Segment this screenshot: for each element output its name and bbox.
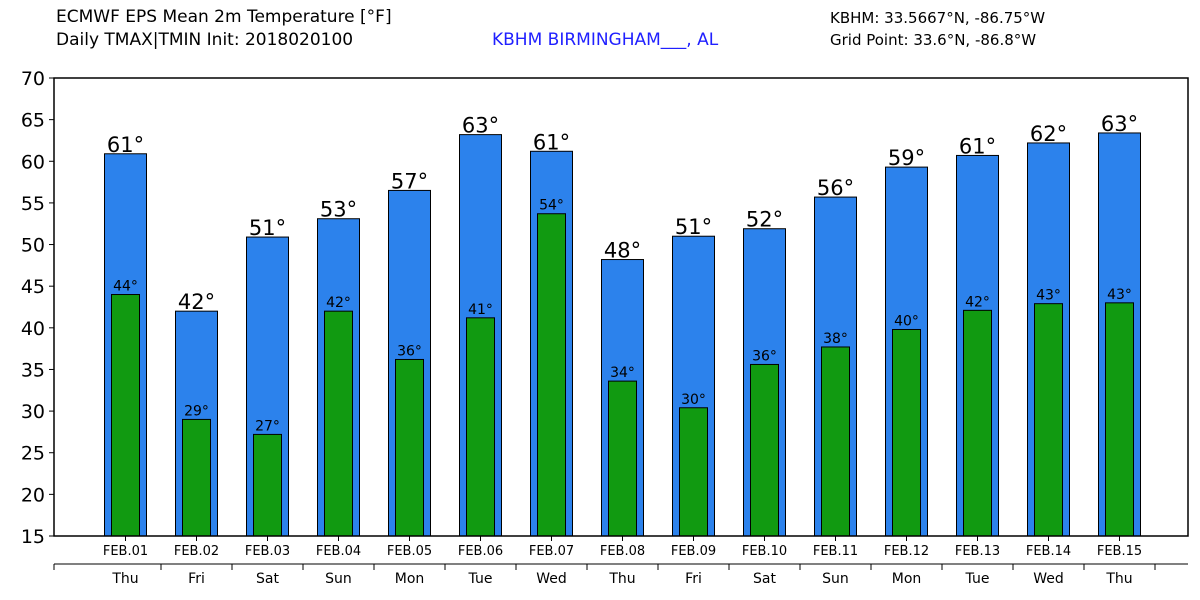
- day-label: Mon: [395, 571, 425, 587]
- tmax-label: 51°: [249, 216, 286, 240]
- tmin-bar: [963, 309, 992, 537]
- x-tick-label: FEB.11: [813, 544, 858, 559]
- x-tick-label: FEB.09: [671, 544, 716, 559]
- y-tick-label: 45: [21, 276, 45, 298]
- station-label: KBHM BIRMINGHAM___, AL: [492, 30, 719, 50]
- tmin-bar: [608, 380, 637, 537]
- x-tick-label: FEB.06: [458, 544, 503, 559]
- x-tick-label: FEB.10: [742, 544, 787, 559]
- tmin-bar: [537, 213, 566, 537]
- tmin-label: 44°: [113, 279, 138, 295]
- x-tick-label: FEB.08: [600, 544, 645, 559]
- tmin-bar: [466, 317, 495, 537]
- day-label: Sat: [753, 571, 776, 587]
- y-tick-label: 50: [21, 235, 45, 257]
- tmin-bar: [253, 433, 282, 537]
- day-label: Fri: [188, 571, 205, 587]
- y-tick-label: 30: [21, 401, 45, 423]
- tmin-bar: [395, 358, 424, 537]
- chart-subtitle: Daily TMAX|TMIN Init: 2018020100: [56, 30, 354, 50]
- day-label: Tue: [965, 571, 990, 587]
- tmax-label: 52°: [746, 208, 783, 232]
- y-tick-label: 15: [21, 526, 45, 548]
- tmax-label: 48°: [604, 239, 641, 263]
- day-label: Sat: [256, 571, 279, 587]
- x-tick-label: FEB.13: [955, 544, 1000, 559]
- day-label: Mon: [892, 571, 922, 587]
- tmax-label: 53°: [320, 198, 357, 222]
- x-tick-label: FEB.04: [316, 544, 361, 559]
- tmin-bar: [1105, 302, 1134, 537]
- x-tick-label: FEB.07: [529, 544, 574, 559]
- y-tick-label: 70: [21, 68, 45, 90]
- day-label: Thu: [1105, 571, 1132, 587]
- y-tick-label: 20: [21, 484, 45, 506]
- tmin-label: 42°: [326, 295, 351, 311]
- y-tick-label: 55: [21, 193, 45, 215]
- plot-frame: [53, 77, 1189, 537]
- day-label: Thu: [111, 571, 138, 587]
- grid-point-coordinates: Grid Point: 33.6°N, -86.8°W: [830, 31, 1037, 49]
- day-label: Sun: [325, 571, 352, 587]
- day-label: Fri: [685, 571, 702, 587]
- tmin-label: 36°: [397, 343, 422, 359]
- tmax-label: 57°: [391, 169, 428, 193]
- x-tick-label: FEB.15: [1097, 544, 1142, 559]
- tmin-label: 29°: [184, 403, 209, 419]
- tmin-label: 43°: [1107, 287, 1132, 303]
- tmax-label: 42°: [178, 290, 215, 314]
- y-tick-label: 60: [21, 151, 45, 173]
- tmin-label: 42°: [965, 294, 990, 310]
- x-axis: FEB.01 Thu FEB.02 Fri FEB.03 Sat FEB.04 Sun FEB.…: [53, 536, 1188, 587]
- tmin-label: 30°: [681, 392, 706, 408]
- bars-layer: 61° 44° 42° 29° 51° 27° 53° 42° 57° 36° 63° 41° 61° 5…: [104, 112, 1141, 537]
- tmax-label: 59°: [888, 146, 925, 170]
- tmin-label: 36°: [752, 348, 777, 364]
- tmax-label: 61°: [959, 134, 996, 158]
- tmin-bar: [679, 407, 708, 537]
- tmin-label: 43°: [1036, 288, 1061, 304]
- tmin-label: 34°: [610, 365, 635, 381]
- x-tick-label: FEB.01: [103, 544, 148, 559]
- day-label: Tue: [468, 571, 493, 587]
- tmin-label: 54°: [539, 198, 564, 214]
- tmax-label: 63°: [1101, 112, 1138, 136]
- tmin-label: 38°: [823, 331, 848, 347]
- tmin-bar: [111, 294, 140, 537]
- tmax-label: 63°: [462, 114, 499, 138]
- day-label: Wed: [1033, 571, 1064, 587]
- tmax-label: 61°: [533, 130, 570, 154]
- tmin-bar: [750, 363, 779, 537]
- y-axis: 15 20 25 30 35 40 45 50 55 60 65 70: [21, 68, 54, 548]
- chart-title: ECMWF EPS Mean 2m Temperature [°F]: [56, 7, 392, 27]
- tmin-bar: [892, 328, 921, 537]
- tmin-bar: [1034, 303, 1063, 537]
- day-label: Wed: [536, 571, 567, 587]
- tmax-label: 56°: [817, 176, 854, 200]
- day-label: Sun: [822, 571, 849, 587]
- tmin-label: 27°: [255, 418, 280, 434]
- x-tick-label: FEB.12: [884, 544, 929, 559]
- y-tick-label: 25: [21, 443, 45, 465]
- tmin-label: 40°: [894, 313, 919, 329]
- tmax-label: 62°: [1030, 122, 1067, 146]
- y-tick-label: 35: [21, 359, 45, 381]
- day-label: Thu: [608, 571, 635, 587]
- tmin-bar: [821, 346, 850, 537]
- x-tick-label: FEB.05: [387, 544, 432, 559]
- x-tick-label: FEB.03: [245, 544, 290, 559]
- y-tick-label: 40: [21, 318, 45, 340]
- tmax-label: 51°: [675, 215, 712, 239]
- x-tick-label: FEB.14: [1026, 544, 1071, 559]
- tmin-bar: [324, 310, 353, 537]
- tmin-label: 41°: [468, 302, 493, 318]
- y-tick-label: 65: [21, 110, 45, 132]
- tmin-bar: [182, 418, 211, 537]
- tmax-label: 61°: [107, 133, 144, 157]
- x-tick-label: FEB.02: [174, 544, 219, 559]
- station-coordinates: KBHM: 33.5667°N, -86.75°W: [830, 9, 1046, 27]
